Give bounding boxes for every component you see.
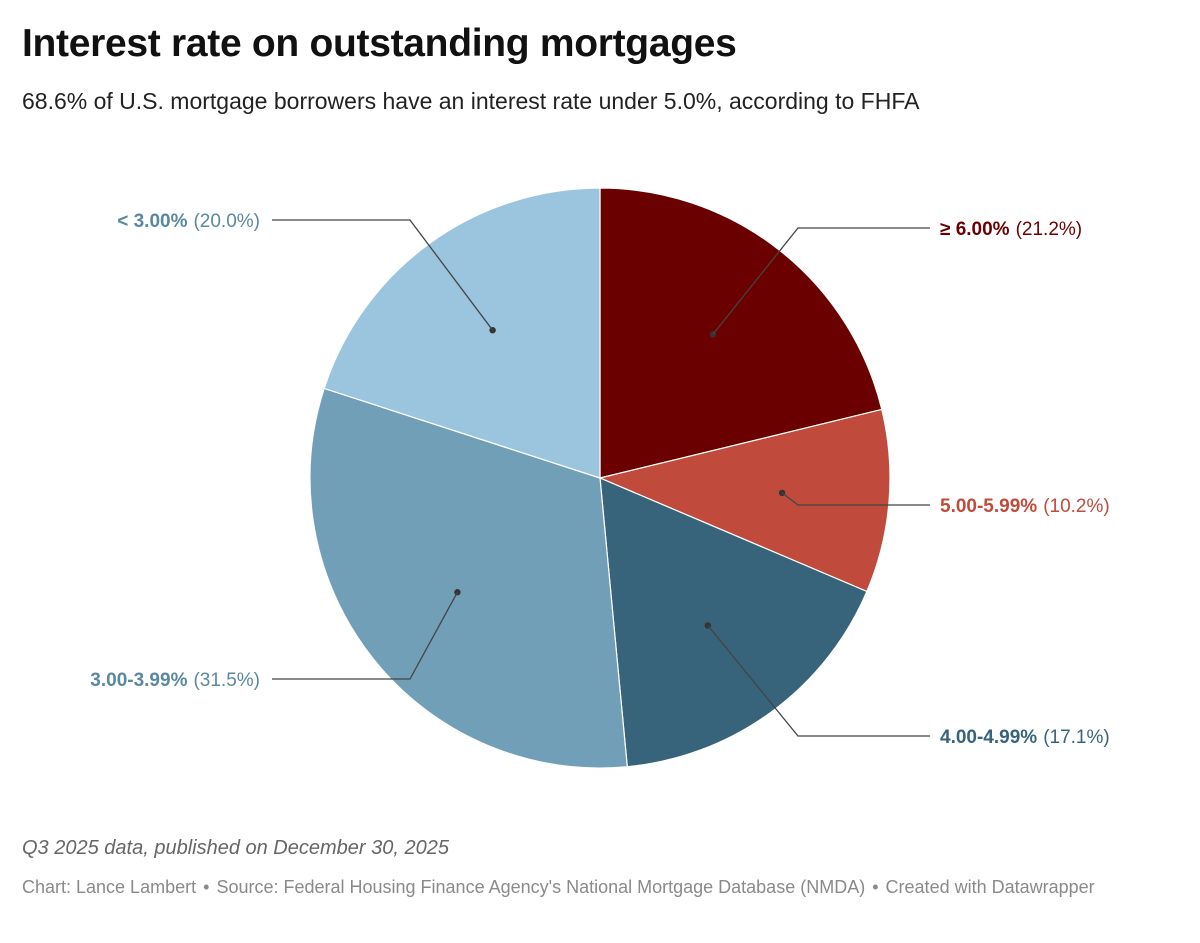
slice-labels: ≥ 6.00% (21.2%) 5.00-5.99% (10.2%) 4.00-4.99… (90, 211, 1109, 748)
pie-slice-3-00-3-99 (309, 387, 628, 769)
slice-label-3-00: < 3.00% (20.0%) (117, 211, 260, 232)
leader-line (707, 625, 930, 737)
pie-chart: ≥ 6.00% (21.2%) 5.00-5.99% (10.2%) 4.00-4.99… (90, 187, 1110, 769)
leader-line (712, 227, 930, 335)
source-credit: Source: Federal Housing Finance Agency's… (216, 877, 866, 897)
slice-label-3-00-3-99: 3.00-3.99% (31.5%) (90, 670, 260, 691)
slice-label-value: (21.2%) (1016, 219, 1083, 240)
slice-label-name: 5.00-5.99% (940, 496, 1037, 517)
slice-label-6-00: ≥ 6.00% (21.2%) (940, 219, 1082, 240)
data-note: Q3 2025 data, published on December 30, … (22, 837, 449, 859)
leader-anchor-dot (454, 589, 461, 596)
pie-slice-3-00 (323, 187, 601, 479)
slice-label-name: ≥ 6.00% (940, 219, 1010, 240)
label-leader-lines (272, 219, 930, 737)
slice-label-value: (10.2%) (1043, 496, 1110, 517)
tool-credit: Created with Datawrapper (885, 877, 1095, 897)
chart-credit: Chart: Lance Lambert (22, 877, 197, 897)
separator: • (872, 877, 879, 897)
credits: Chart: Lance Lambert • Source: Federal H… (22, 874, 1162, 900)
slice-label-name: < 3.00% (117, 211, 187, 232)
pie-slices (309, 187, 891, 769)
chart-subtitle: 68.6% of U.S. mortgage borrowers have an… (22, 88, 920, 114)
chart-title: Interest rate on outstanding mortgages (22, 22, 737, 65)
slice-label-name: 4.00-4.99% (940, 727, 1037, 748)
pie-slice-6-00 (599, 187, 883, 479)
pie-slice-4-00-4-99 (599, 477, 868, 768)
slice-label-value: (17.1%) (1043, 727, 1110, 748)
leader-line (272, 219, 494, 331)
slice-label-value: (20.0%) (193, 211, 260, 232)
slice-label-value: (31.5%) (193, 670, 260, 691)
slice-label-5-00-5-99: 5.00-5.99% (10.2%) (940, 496, 1110, 517)
leader-line (781, 492, 930, 506)
pie-slice-5-00-5-99 (598, 408, 891, 593)
separator: • (203, 877, 210, 897)
slice-label-name: 3.00-3.99% (90, 670, 187, 691)
slice-label-4-00-4-99: 4.00-4.99% (17.1%) (940, 727, 1110, 748)
leader-line (272, 591, 458, 680)
